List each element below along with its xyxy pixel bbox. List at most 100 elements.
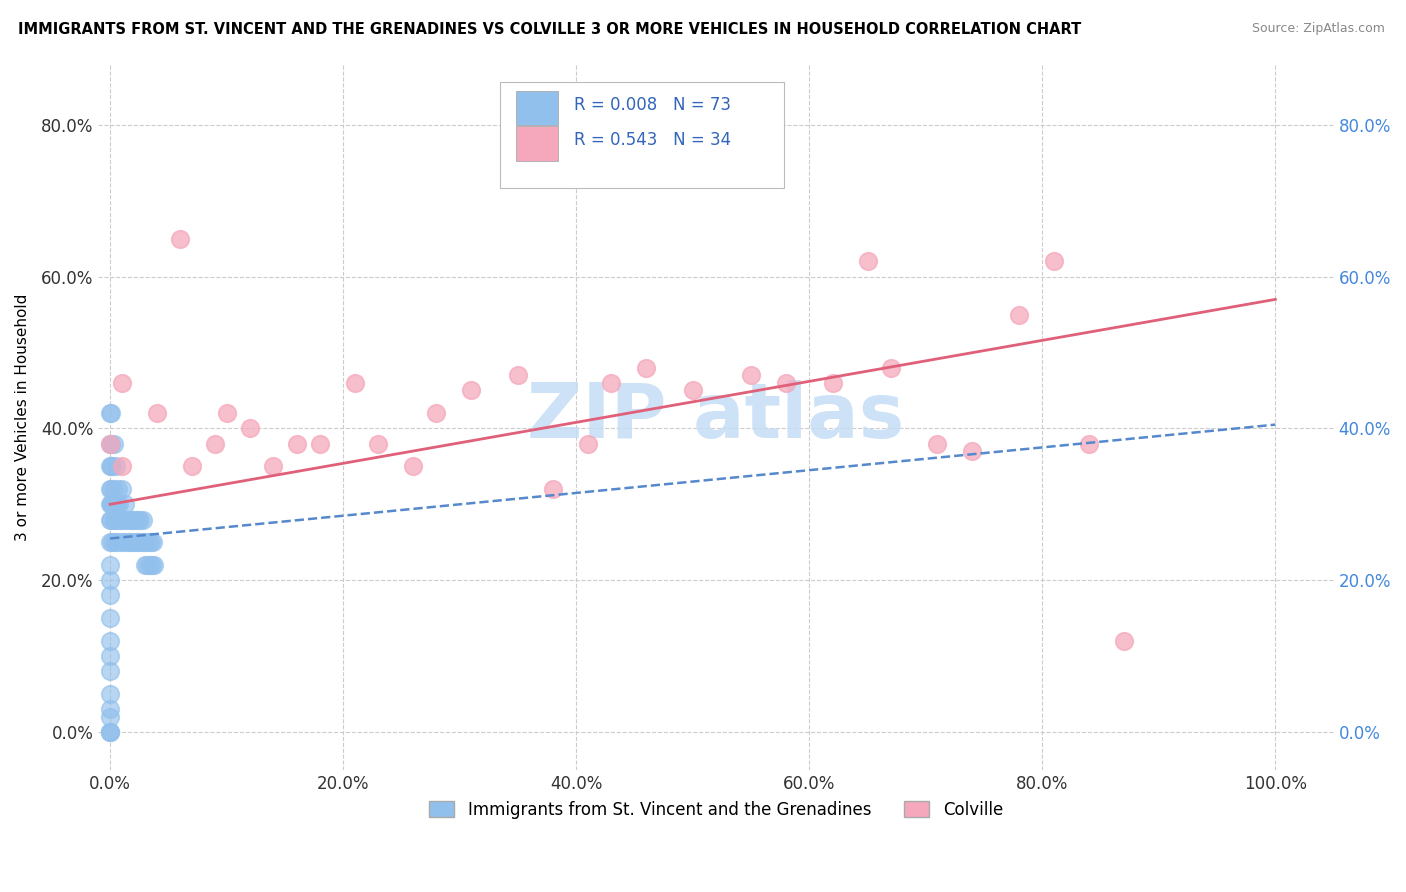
Point xyxy=(169,232,191,246)
Point xyxy=(104,459,127,474)
Point xyxy=(98,725,121,739)
Point xyxy=(402,459,425,474)
Point xyxy=(285,436,308,450)
Point xyxy=(105,535,128,549)
Point xyxy=(98,634,121,648)
Point xyxy=(132,512,155,526)
Point xyxy=(98,687,121,701)
Point xyxy=(100,436,122,450)
Point xyxy=(541,482,564,496)
Point xyxy=(856,254,879,268)
Point xyxy=(100,406,122,420)
Point xyxy=(111,512,134,526)
Point xyxy=(98,436,121,450)
Point xyxy=(506,368,529,383)
Point xyxy=(101,497,124,511)
Point xyxy=(98,665,121,679)
Point xyxy=(129,512,152,526)
Point xyxy=(101,535,124,549)
Point xyxy=(128,535,150,549)
Point xyxy=(98,725,121,739)
Point xyxy=(98,589,121,603)
Point xyxy=(367,436,389,450)
Text: Source: ZipAtlas.com: Source: ZipAtlas.com xyxy=(1251,22,1385,36)
Point xyxy=(98,710,121,724)
Point xyxy=(100,482,122,496)
Point xyxy=(98,406,121,420)
Point xyxy=(636,360,658,375)
Text: ZIP atlas: ZIP atlas xyxy=(527,380,904,454)
Point xyxy=(131,535,153,549)
Text: R = 0.543   N = 34: R = 0.543 N = 34 xyxy=(574,131,731,149)
Point xyxy=(1077,436,1099,450)
FancyBboxPatch shape xyxy=(516,126,558,161)
Point xyxy=(107,482,129,496)
Point xyxy=(139,558,162,572)
FancyBboxPatch shape xyxy=(516,91,558,126)
Text: IMMIGRANTS FROM ST. VINCENT AND THE GRENADINES VS COLVILLE 3 OR MORE VEHICLES IN: IMMIGRANTS FROM ST. VINCENT AND THE GREN… xyxy=(18,22,1081,37)
Point xyxy=(98,649,121,664)
Point xyxy=(262,459,284,474)
Point xyxy=(142,535,165,549)
Point xyxy=(134,558,156,572)
Point xyxy=(98,497,121,511)
Point xyxy=(111,535,134,549)
Point xyxy=(111,482,134,496)
Point xyxy=(115,512,138,526)
Point xyxy=(682,384,704,398)
Point xyxy=(124,535,146,549)
Point xyxy=(98,512,121,526)
Point xyxy=(98,535,121,549)
Point xyxy=(98,702,121,716)
Point xyxy=(98,573,121,587)
Point xyxy=(100,512,122,526)
Point xyxy=(98,611,121,625)
FancyBboxPatch shape xyxy=(501,82,785,187)
Point xyxy=(104,535,127,549)
Point xyxy=(135,535,157,549)
Point xyxy=(108,497,131,511)
Point xyxy=(117,535,139,549)
Point xyxy=(880,360,903,375)
Point xyxy=(139,535,162,549)
Point xyxy=(1008,308,1031,322)
Point xyxy=(740,368,762,383)
Point xyxy=(138,535,160,549)
Point xyxy=(98,558,121,572)
Point xyxy=(104,497,127,511)
Text: R = 0.008   N = 73: R = 0.008 N = 73 xyxy=(574,96,731,114)
Point xyxy=(98,459,121,474)
Point xyxy=(98,436,121,450)
Point xyxy=(122,512,145,526)
Point xyxy=(136,558,159,572)
Point xyxy=(775,376,797,390)
Point xyxy=(180,459,202,474)
Point xyxy=(111,376,134,390)
Point xyxy=(121,535,143,549)
Point xyxy=(118,512,141,526)
Point xyxy=(1112,634,1135,648)
Legend: Immigrants from St. Vincent and the Grenadines, Colville: Immigrants from St. Vincent and the Gren… xyxy=(423,794,1010,825)
Point xyxy=(100,497,122,511)
Point xyxy=(100,459,122,474)
Point xyxy=(120,512,142,526)
Point xyxy=(576,436,599,450)
Point xyxy=(98,482,121,496)
Y-axis label: 3 or more Vehicles in Household: 3 or more Vehicles in Household xyxy=(15,293,30,541)
Point xyxy=(239,421,262,435)
Point xyxy=(962,444,984,458)
Point xyxy=(132,535,155,549)
Point xyxy=(103,436,125,450)
Point xyxy=(309,436,332,450)
Point xyxy=(425,406,447,420)
Point xyxy=(103,482,125,496)
Point xyxy=(141,558,163,572)
Point xyxy=(98,725,121,739)
Point xyxy=(125,535,148,549)
Point xyxy=(105,497,128,511)
Point xyxy=(110,512,132,526)
Point xyxy=(104,512,127,526)
Point xyxy=(125,512,148,526)
Point xyxy=(927,436,949,450)
Point xyxy=(215,406,238,420)
